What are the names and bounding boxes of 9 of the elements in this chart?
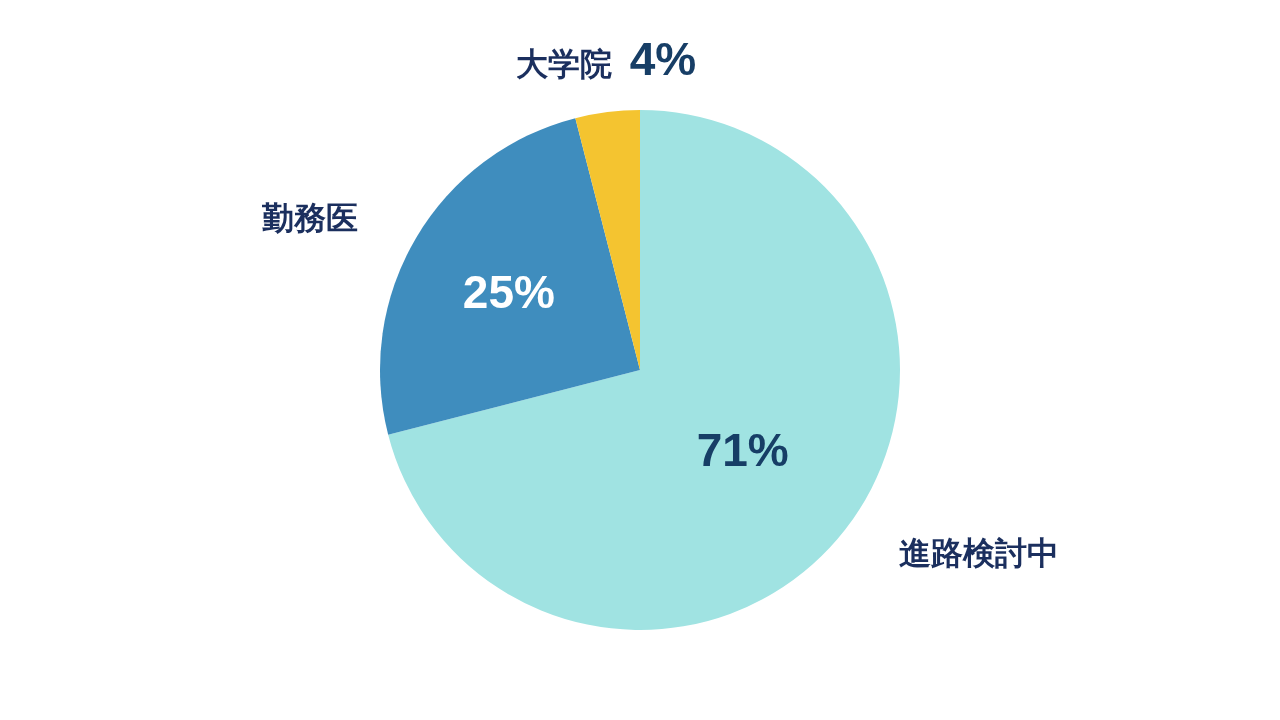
pie-slice [388, 110, 900, 630]
slice-label: 勤務医 [261, 200, 358, 236]
data-label: 4% [629, 33, 697, 85]
pie-slice [380, 118, 640, 435]
slice-label: 進路検討中 [899, 535, 1059, 571]
data-label: 71% [696, 423, 789, 476]
pie-slice [575, 110, 640, 370]
data-label: 25% [462, 266, 555, 319]
slice-label: 大学院 [516, 46, 612, 82]
